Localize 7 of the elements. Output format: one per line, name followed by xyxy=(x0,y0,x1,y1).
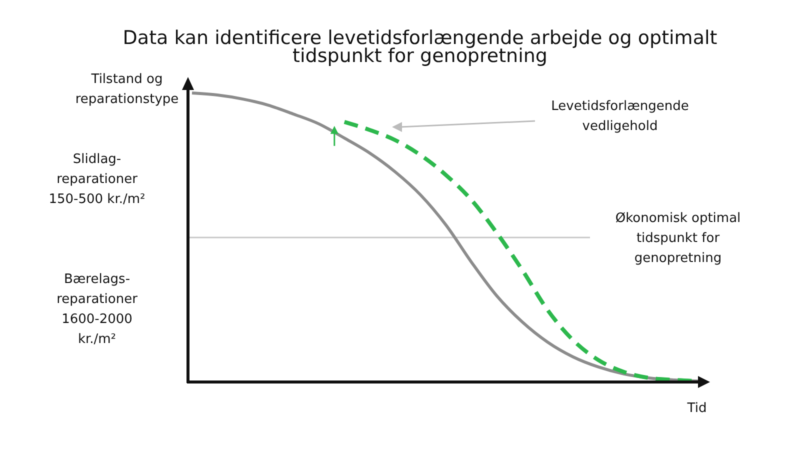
ref-line-label: Økonomisk optimal tidspunkt for genopretning xyxy=(615,211,741,266)
chart-title: Data kan identificere levetidsforlængende arbejde og optimalt tidspunkt for genopretning xyxy=(122,27,718,67)
x-axis-title: Tid xyxy=(686,401,707,416)
y-axis-title: Tilstand og reparationstype xyxy=(75,72,179,107)
annotation: Levetidsforlængende vedligehold xyxy=(551,99,689,134)
text: Bærelags- reparationer 1600-2000 kr./m² xyxy=(56,272,138,347)
text: Slidlag- reparationer 150-500 kr./m² xyxy=(48,152,146,207)
